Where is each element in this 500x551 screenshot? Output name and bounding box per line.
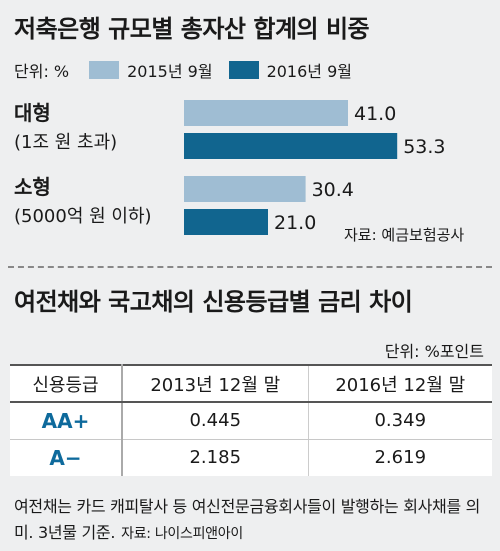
bar-value-label: 53.3 [403,136,445,158]
footnote-source: 자료: 나이스피앤아이 [121,526,243,542]
bar-small-2016 [184,209,268,235]
footnote: 여전채는 카드 캐피탈사 등 여신전문금융회사들이 발행하는 회사채를 의미. … [14,494,490,547]
table-unit: 단위: %포인트 [384,342,484,361]
category-main: 대형 [14,101,51,125]
bar-large-2016 [184,133,398,159]
source-label: 자료: 예금보험공사 [344,226,465,244]
table-row: A− 2.185 2.619 [10,439,492,476]
bar-small-2015 [184,176,306,202]
header-2016: 2016년 12월 말 [308,364,492,403]
header-grade: 신용등급 [10,364,123,403]
legend-swatch-2016 [228,61,259,79]
legend: 단위: % 2015년 9월 2016년 9월 [14,60,368,81]
footnote-text: 여전채는 카드 캐피탈사 등 여신전문금융회사들이 발행하는 회사채를 의미. … [14,497,481,542]
legend-swatch-2015 [89,61,120,79]
category-label-small: 소형 (5000억 원 이하) [14,172,152,232]
legend-label-2016: 2016년 9월 [266,62,352,81]
category-sub: (5000억 원 이하) [14,206,152,227]
grade-cell: A− [10,439,123,476]
grade-cell: AA+ [10,402,123,440]
table-title: 여전채와 국고채의 신용등급별 금리 차이 [14,288,413,316]
bar-chart: 41.0 53.3 30.4 21.0 [184,100,446,235]
category-main: 소형 [14,175,51,199]
divider [8,266,492,268]
category-sub: (1조 원 초과) [14,132,118,153]
value-cell-2016: 2.619 [374,447,427,469]
bar-value-label: 41.0 [354,103,396,125]
value-cell-2016: 0.349 [308,402,492,440]
rate-table: 신용등급 2013년 12월 말 2016년 12월 말 AA+ 0.445 0… [10,364,492,476]
bar-value-label: 30.4 [312,179,354,201]
category-label-large: 대형 (1조 원 초과) [14,98,117,158]
bar-value-label: 21.0 [274,212,316,234]
value-cell-2013: 0.445 [122,402,309,440]
legend-label-2015: 2015년 9월 [127,62,213,81]
table-header-row: 신용등급 2013년 12월 말 2016년 12월 말 [10,364,492,403]
chart-title: 저축은행 규모별 총자산 합계의 비중 [14,15,370,43]
bar-large-2015 [184,100,348,126]
table-row: AA+ 0.445 0.349 [10,402,492,440]
unit-label: 단위: % [14,62,70,81]
header-2013: 2013년 12월 말 [122,364,309,403]
value-cell-2013: 2.185 [122,439,309,476]
